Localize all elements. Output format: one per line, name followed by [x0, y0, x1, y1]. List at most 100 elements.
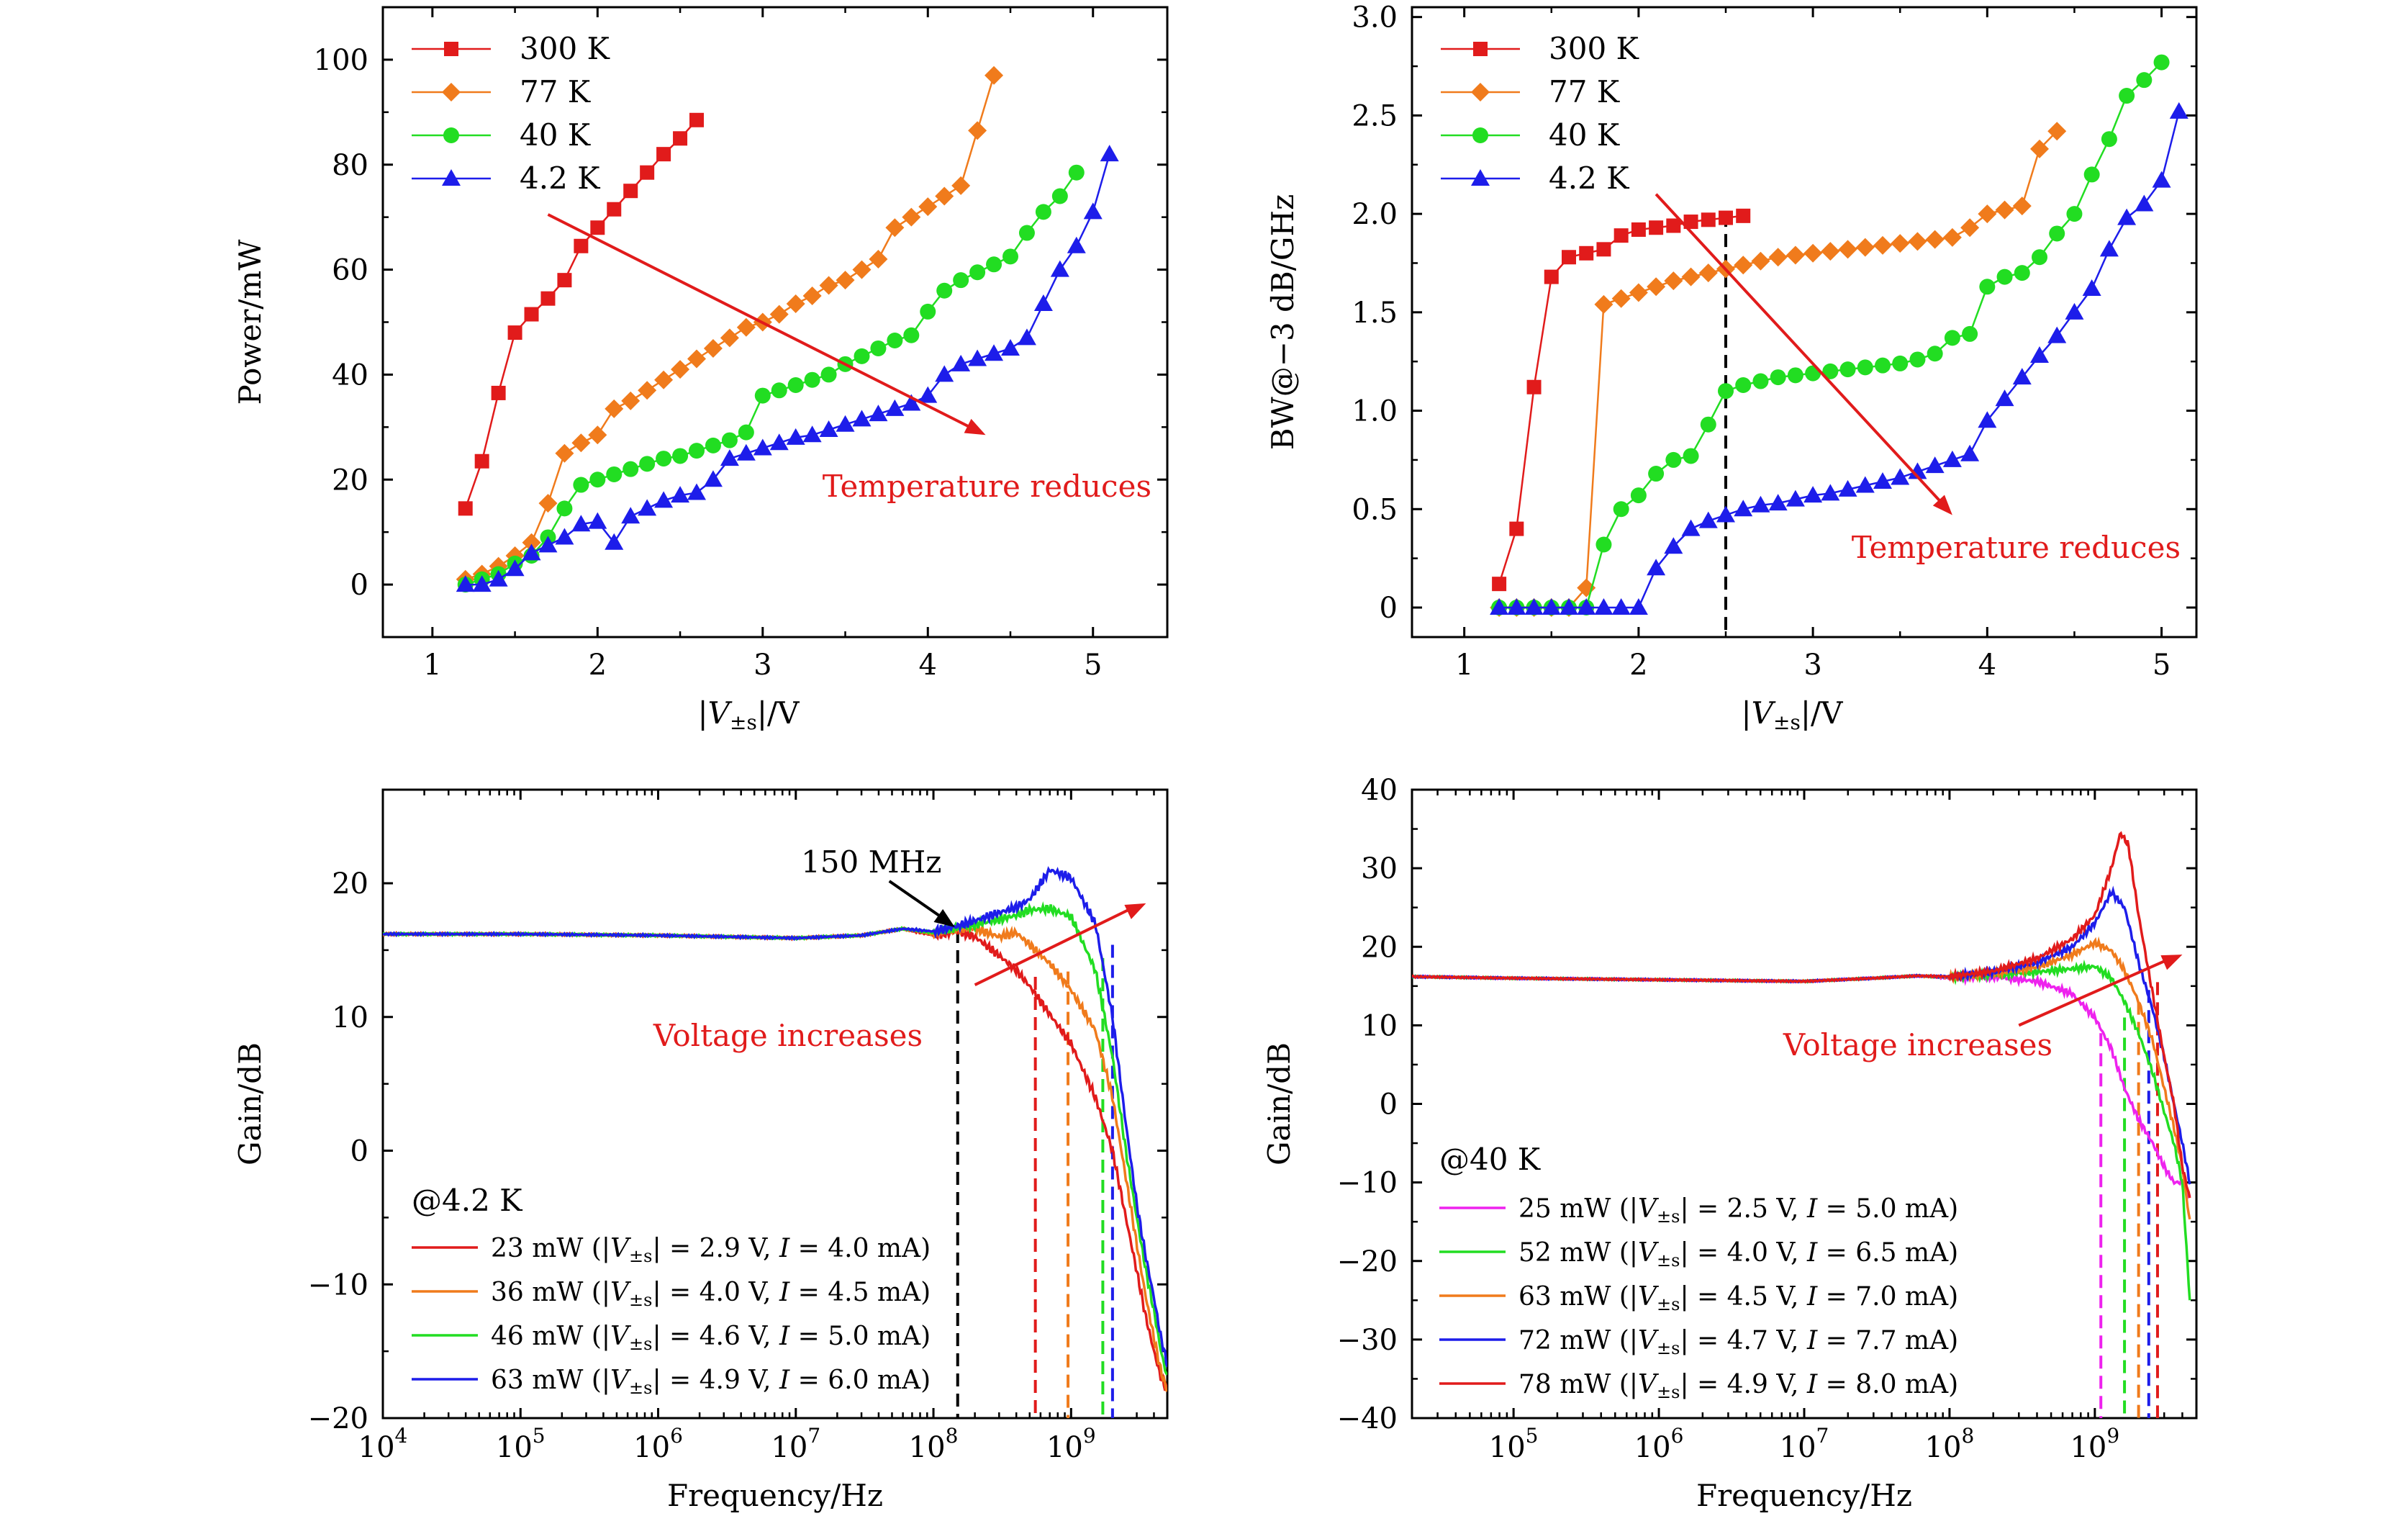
data-point: [573, 477, 589, 493]
legend-label: 40 K: [1549, 117, 1621, 153]
data-point: [870, 340, 887, 356]
data-point: [1873, 235, 1892, 255]
gain-curve: [383, 866, 1167, 1368]
data-point: [1978, 204, 1997, 224]
data-point: [654, 491, 674, 508]
data-point: [1507, 597, 1526, 615]
data-point: [985, 344, 1004, 361]
y-tick-label: 20: [332, 867, 368, 901]
data-point: [1647, 559, 1666, 576]
data-point: [920, 303, 936, 320]
legend-label: 40 K: [520, 117, 592, 153]
legend-marker: [442, 83, 461, 101]
y-tick-label: −20: [1337, 1245, 1398, 1278]
y-tick-label: 0: [350, 569, 368, 602]
data-point: [1509, 521, 1524, 536]
legend-label: 52 mW (|V±s| = 4.0 V, I = 6.5 mA): [1518, 1238, 1958, 1271]
data-point: [1611, 289, 1631, 308]
data-point: [623, 461, 639, 477]
x-tick-label: 106: [633, 1424, 683, 1464]
y-tick-label: 80: [332, 149, 368, 182]
temperature-arrow: [1655, 193, 1952, 515]
callout-arrow-shaft: [888, 880, 949, 923]
data-point: [1664, 537, 1683, 554]
y-tick-label: 40: [332, 358, 368, 392]
legend: 300 K 77 K 40 K 4.2 K: [1441, 31, 1640, 196]
data-point: [2119, 88, 2135, 104]
data-point: [1875, 357, 1891, 374]
data-point: [820, 366, 837, 383]
data-point: [1839, 361, 1856, 378]
data-point: [1611, 597, 1631, 615]
data-point: [736, 443, 756, 461]
data-point: [2030, 346, 2049, 363]
data-point: [1683, 448, 1699, 464]
data-point: [1751, 495, 1770, 513]
legend-label: 36 mW (|V±s| = 4.0 V, I = 4.5 mA): [491, 1278, 931, 1310]
data-point: [985, 66, 1004, 85]
x-axis-label: Frequency/Hz: [667, 1478, 883, 1513]
data-point: [571, 433, 591, 453]
data-point: [489, 569, 508, 587]
data-point: [1594, 597, 1613, 615]
data-point: [1492, 577, 1507, 592]
y-tick-label: −30: [1337, 1324, 1398, 1357]
data-point: [2014, 265, 2030, 281]
data-point: [656, 147, 671, 162]
data-point: [1962, 325, 1978, 342]
data-point: [786, 294, 805, 313]
data-point: [2117, 208, 2137, 225]
data-point: [1927, 346, 1943, 362]
y-tick-label: −10: [308, 1268, 368, 1301]
legend-label: 63 mW (|V±s| = 4.9 V, I = 6.0 mA): [491, 1366, 931, 1398]
data-point: [1683, 215, 1698, 230]
data-point: [1785, 489, 1805, 507]
data-point: [1002, 248, 1018, 265]
legend: 300 K 77 K 40 K 4.2 K: [412, 31, 611, 196]
x-tick-label: 109: [1046, 1424, 1096, 1464]
plot-frame: [1411, 6, 2198, 639]
data-point: [656, 451, 672, 467]
data-point: [769, 433, 789, 451]
data-point: [522, 533, 541, 552]
data-point: [968, 121, 987, 140]
data-point: [1664, 271, 1683, 291]
data-point: [1855, 476, 1875, 493]
y-tick-label: 0.5: [1352, 493, 1398, 526]
x-axis-label: |V±s|/V: [1742, 695, 1844, 734]
data-point: [1100, 145, 1119, 162]
data-point: [903, 327, 920, 343]
y-tick-label: −20: [308, 1402, 368, 1435]
x-tick-label: 4: [1978, 649, 1996, 682]
data-point: [555, 528, 574, 545]
panel-power-vs-voltage: |V±s|/V 1 2 3 4 5 0 20 40 60 80 100 300 K 77 K 40 K 4.…: [232, 6, 1169, 734]
x-tick-label: 107: [1780, 1424, 1829, 1464]
x-tick-label: 108: [909, 1424, 959, 1464]
data-point: [2099, 240, 2119, 257]
arrow-head: [2160, 955, 2183, 970]
data-point: [1083, 202, 1103, 220]
data-point: [689, 112, 704, 127]
legend-label: 46 mW (|V±s| = 4.6 V, I = 5.0 mA): [491, 1322, 931, 1354]
x-tick-label: 108: [1925, 1424, 1975, 1464]
data-point: [1752, 373, 1769, 389]
data-point: [556, 500, 573, 517]
legend-label: 78 mW (|V±s| = 4.9 V, I = 8.0 mA): [1518, 1370, 1958, 1402]
y-tick-label: 1.0: [1352, 395, 1398, 428]
y-tick-label: 30: [1361, 852, 1398, 885]
data-point: [1524, 597, 1544, 615]
annotation-label: Voltage increases: [653, 1018, 923, 1053]
callout-arrow-head: [933, 908, 955, 928]
data-point: [2066, 206, 2083, 222]
legend: @40 K 25 mW (|V±s| = 2.5 V, I = 5.0 mA) 52…: [1439, 1142, 1958, 1402]
data-point: [885, 218, 905, 238]
data-point: [736, 317, 756, 337]
legend-label: 4.2 K: [1549, 161, 1630, 196]
legend-marker: [1471, 169, 1490, 186]
data-point: [935, 186, 954, 206]
data-point: [1891, 234, 1910, 253]
data-point: [507, 325, 522, 340]
data-point: [590, 220, 605, 235]
data-point: [969, 264, 986, 281]
